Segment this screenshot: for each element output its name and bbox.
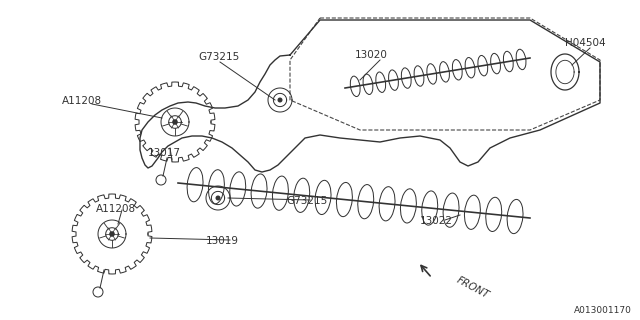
Text: G73215: G73215	[286, 196, 327, 206]
Text: A11208: A11208	[62, 96, 102, 106]
Text: A013001170: A013001170	[574, 306, 632, 315]
Circle shape	[216, 196, 220, 200]
Text: A11208: A11208	[96, 204, 136, 214]
Circle shape	[110, 232, 114, 236]
Circle shape	[278, 98, 282, 102]
Text: FRONT: FRONT	[455, 275, 491, 300]
Text: G73215: G73215	[198, 52, 239, 62]
Text: 13020: 13020	[355, 50, 388, 60]
Text: 13019: 13019	[206, 236, 239, 246]
Text: 13017: 13017	[148, 148, 181, 158]
Text: 13022: 13022	[420, 216, 453, 226]
Circle shape	[173, 120, 177, 124]
Text: H04504: H04504	[565, 38, 605, 48]
